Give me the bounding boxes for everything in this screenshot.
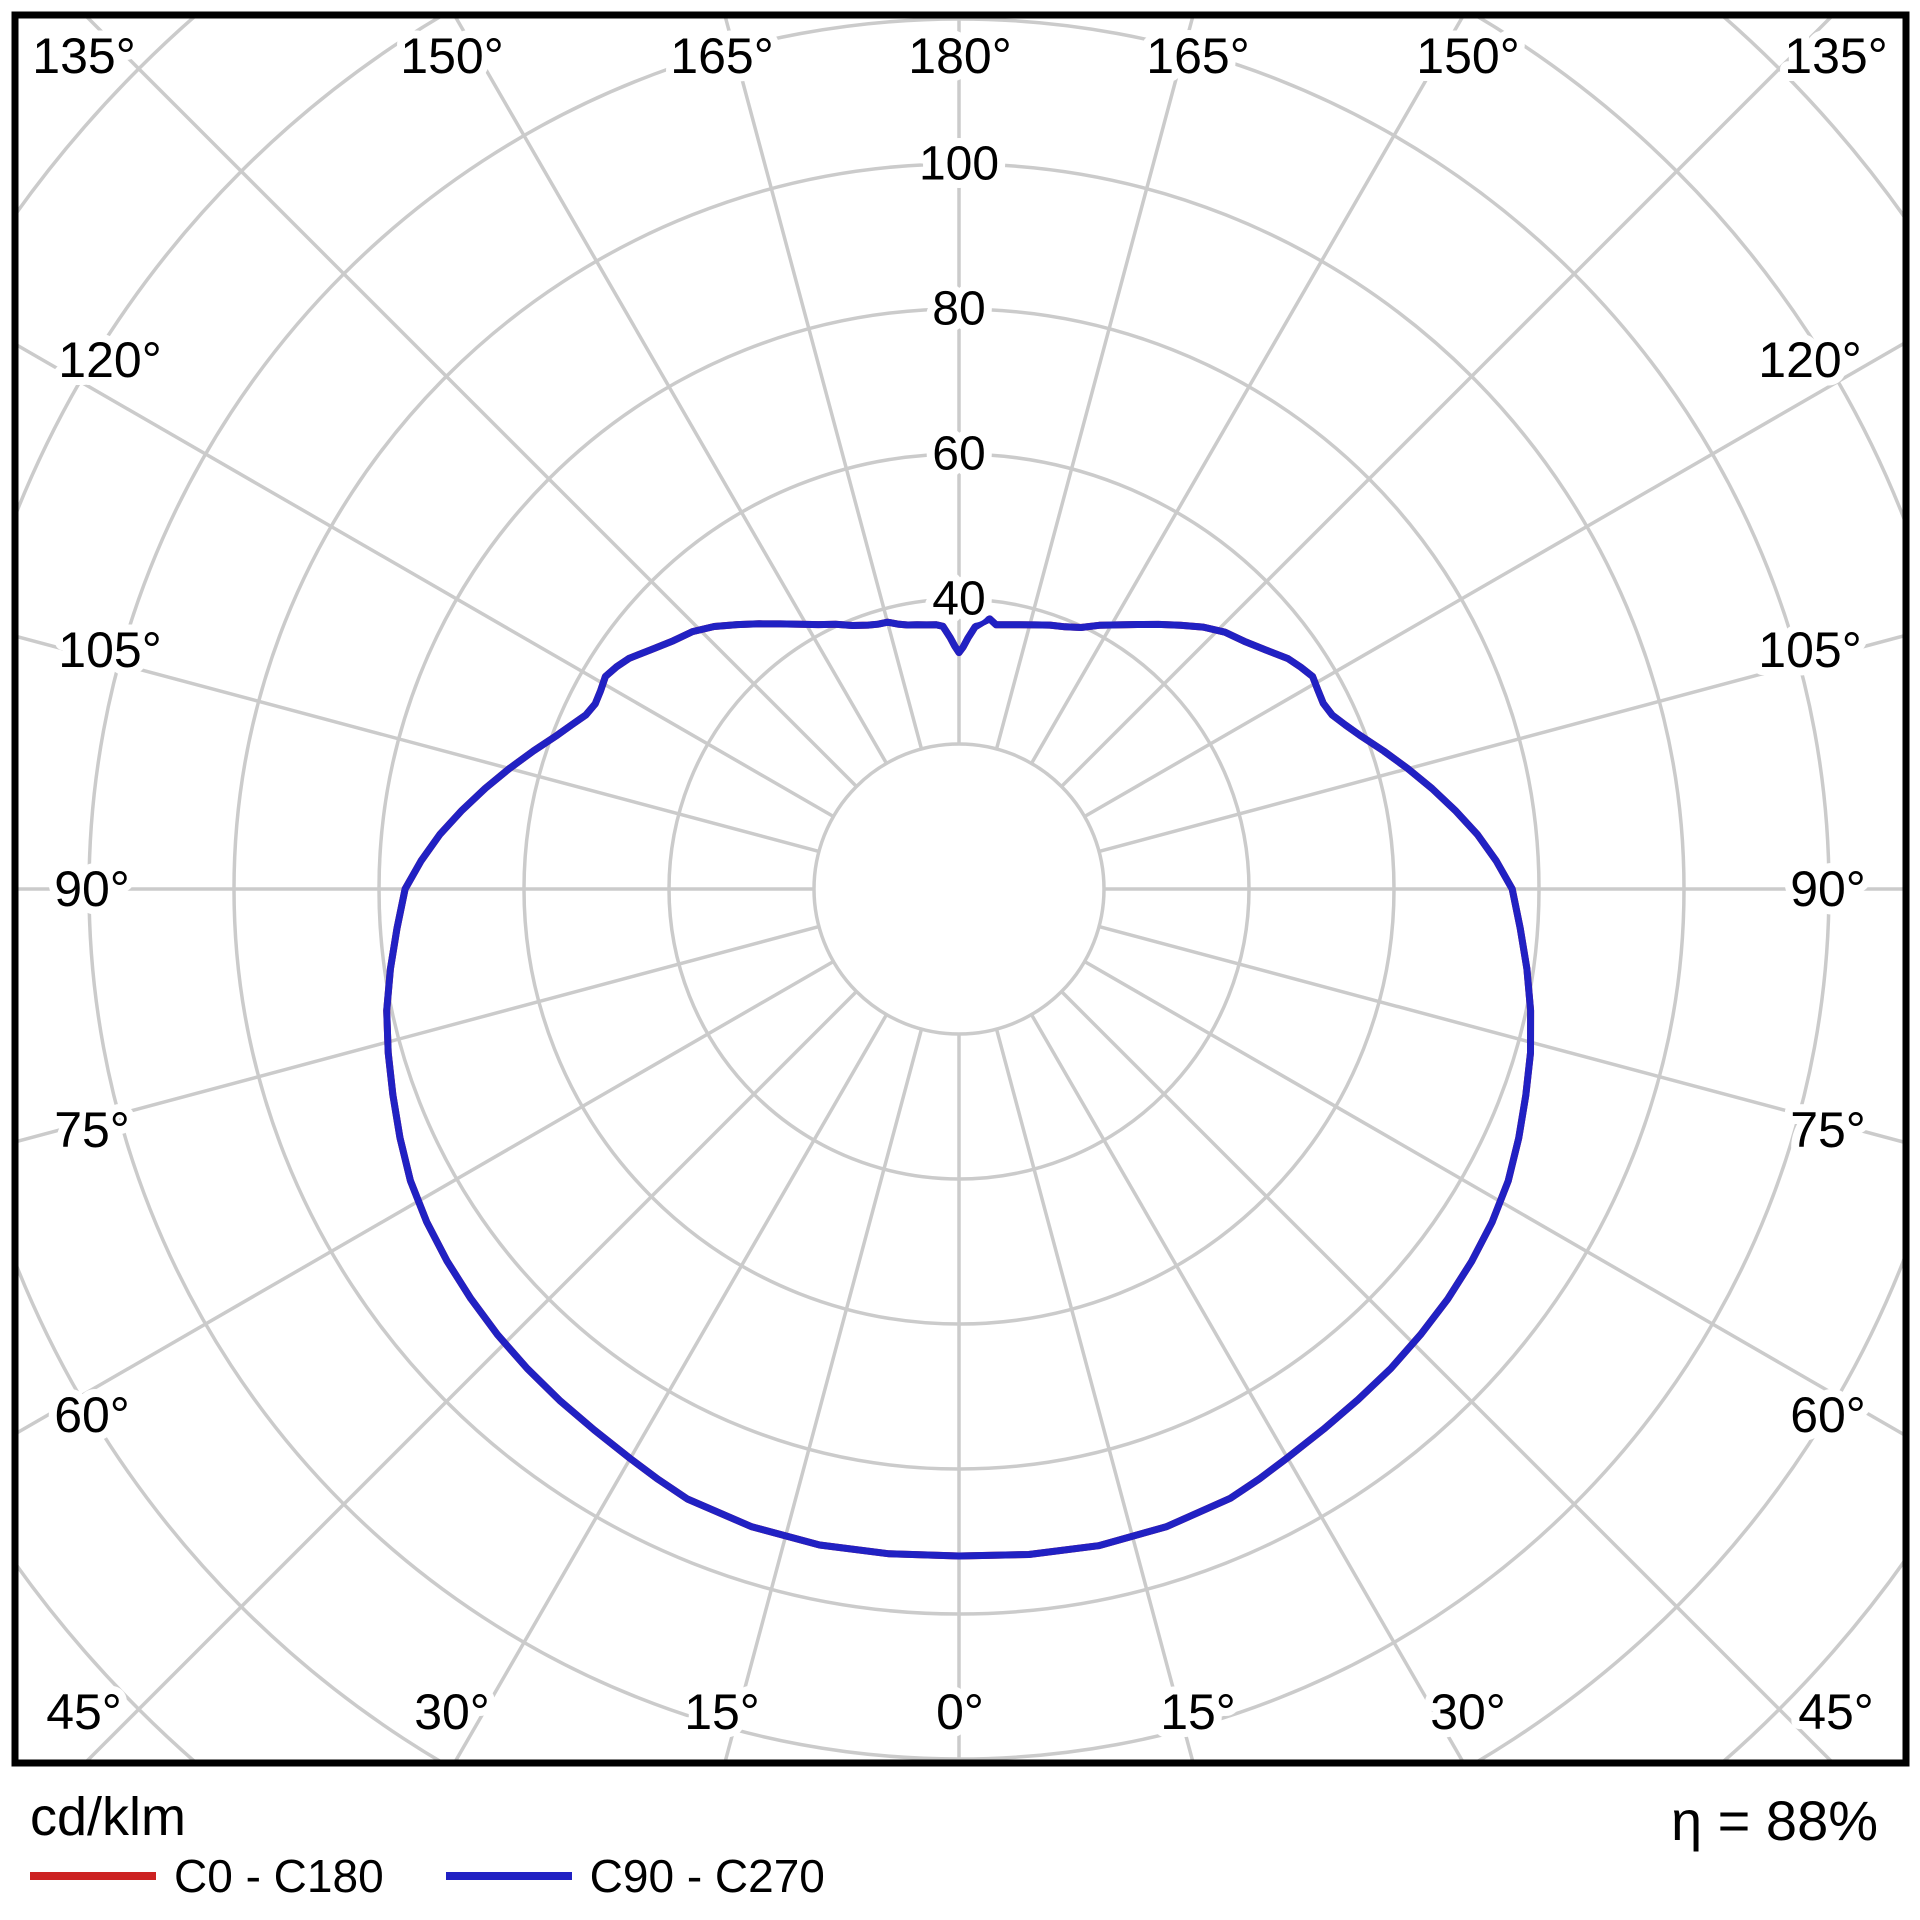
angle-tick-left-3: 75° bbox=[54, 1102, 130, 1158]
angle-tick-left-4: 60° bbox=[54, 1387, 130, 1443]
curve-c90-c270 bbox=[383, 615, 1535, 1560]
legend: C0 - C180 C90 - C270 bbox=[30, 1846, 825, 1906]
efficiency-label: η = 88% bbox=[1670, 1789, 1878, 1852]
angle-tick-top-1: 150° bbox=[400, 28, 503, 84]
angle-gridline-195 bbox=[723, 15, 924, 750]
angle-gridline-210 bbox=[452, 15, 889, 765]
angle-gridline-240 bbox=[15, 341, 835, 819]
angle-tick-top-4: 165° bbox=[1146, 28, 1249, 84]
angle-gridline-165 bbox=[994, 15, 1195, 750]
angle-tick-right-4: 60° bbox=[1790, 1387, 1866, 1443]
angle-tick-bottom-2: 15° bbox=[684, 1684, 760, 1740]
angle-tick-bottom-1: 30° bbox=[414, 1684, 490, 1740]
angle-tick-left-0: 120° bbox=[58, 332, 161, 388]
plot-frame bbox=[11, 11, 1910, 1767]
legend-swatch-c0-c180-red-line bbox=[30, 1872, 156, 1880]
angle-gridline-135 bbox=[1060, 15, 1836, 788]
legend-item-c90-c270: C90 - C270 bbox=[445, 1849, 825, 1903]
angle-tick-bottom-3: 0° bbox=[936, 1684, 984, 1740]
legend-label-c90-c270: C90 - C270 bbox=[589, 1850, 825, 1902]
angle-tick-left-1: 105° bbox=[58, 622, 161, 678]
angle-gridline-60 bbox=[1083, 959, 1906, 1438]
radial-tick-label-40: 40 bbox=[932, 573, 985, 626]
angle-tick-bottom-0: 45° bbox=[46, 1684, 122, 1740]
angle-gridline-120 bbox=[1083, 340, 1906, 819]
angle-tick-bottom-5: 30° bbox=[1430, 1684, 1506, 1740]
angle-tick-top-3: 180° bbox=[908, 28, 1011, 84]
angle-tick-bottom-4: 15° bbox=[1160, 1684, 1236, 1740]
angle-tick-top-6: 135° bbox=[1784, 28, 1887, 84]
angle-tick-top-0: 135° bbox=[32, 28, 135, 84]
radial-tick-label-80: 80 bbox=[932, 283, 985, 336]
radial-tick-label-100: 100 bbox=[919, 138, 999, 191]
legend-label-c0-c180: C0 - C180 bbox=[174, 1850, 384, 1902]
angle-gridline-300 bbox=[15, 959, 835, 1437]
angle-tick-right-0: 120° bbox=[1758, 332, 1861, 388]
angle-gridline-45 bbox=[1060, 990, 1836, 1763]
angle-tick-right-2: 90° bbox=[1790, 861, 1866, 917]
angle-tick-left-2: 90° bbox=[54, 861, 130, 917]
legend-item-c0-c180: C0 - C180 bbox=[30, 1849, 384, 1903]
angle-gridline-315 bbox=[82, 990, 858, 1763]
angle-tick-right-1: 105° bbox=[1758, 622, 1861, 678]
angle-gridline-345 bbox=[723, 1028, 924, 1763]
angle-gridline-75 bbox=[1098, 924, 1906, 1145]
angle-gridline-15 bbox=[994, 1028, 1195, 1763]
angle-gridline-285 bbox=[15, 924, 820, 1144]
radial-tick-label-60: 60 bbox=[932, 428, 985, 481]
angle-gridline-150 bbox=[1029, 15, 1466, 765]
unit-label: cd/klm bbox=[30, 1787, 187, 1847]
radial-gridline-20 bbox=[812, 742, 1106, 1036]
legend-swatch-c90-c270-blue-line bbox=[445, 1872, 572, 1880]
angle-tick-top-2: 165° bbox=[670, 28, 773, 84]
angle-tick-right-3: 75° bbox=[1790, 1102, 1866, 1158]
angle-tick-top-5: 150° bbox=[1416, 28, 1519, 84]
angle-tick-bottom-6: 45° bbox=[1798, 1684, 1874, 1740]
angle-gridline-225 bbox=[82, 15, 858, 788]
angle-gridline-255 bbox=[15, 634, 820, 854]
angle-gridline-105 bbox=[1098, 633, 1906, 854]
angle-gridline-330 bbox=[452, 1013, 889, 1763]
angle-gridline-30 bbox=[1029, 1013, 1466, 1763]
